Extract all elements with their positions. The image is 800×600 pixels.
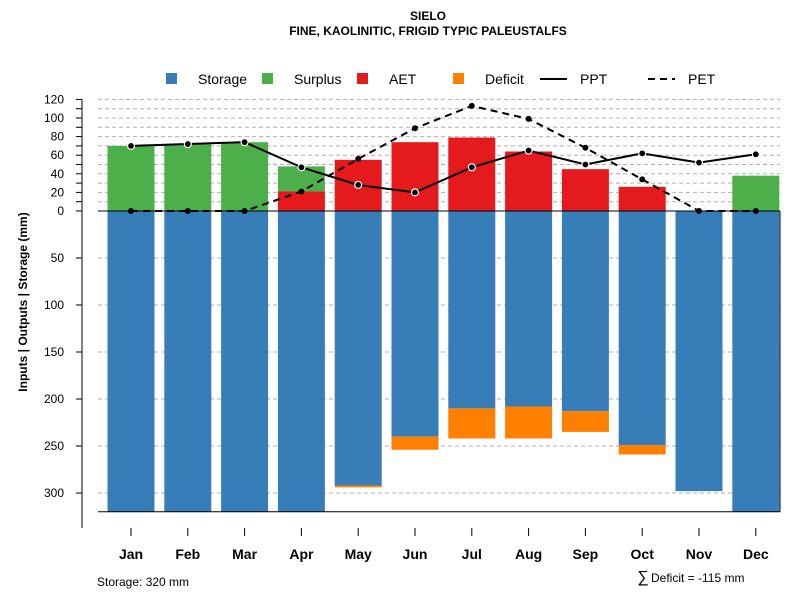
storage-bar [164,211,212,512]
legend-swatch [262,73,273,84]
x-tick-label: Sep [573,546,599,562]
legend-label: PPT [580,71,608,87]
deficit-bar [334,485,382,488]
surplus-bar [164,144,212,211]
x-tick-label: Apr [289,546,314,562]
legend-label: Storage [198,71,247,87]
bars-group [107,137,780,512]
ppt-point [581,160,590,169]
surplus-bar [107,145,155,211]
ppt-point [240,138,249,147]
ppt-point [126,141,136,150]
storage-bar [221,211,269,512]
x-tick-label: Jun [403,546,428,562]
storage-bar [618,211,666,446]
y-tick-label: 60 [51,148,65,162]
legend-label: Surplus [294,71,341,87]
y-tick-label: 100 [44,298,64,312]
y-tick-label: 40 [51,167,65,181]
storage-bar [675,211,723,492]
aet-bar [561,169,609,211]
ppt-line [130,141,756,194]
storage-bar [107,211,155,512]
ppt-point [524,146,533,155]
y-tick-label: 20 [51,185,65,199]
y-tick-label: 250 [44,439,64,453]
storage-bar [732,211,780,512]
ppt-point [638,149,647,158]
ppt-point [694,158,704,167]
aet-bar [505,151,553,211]
y-tick-label: 120 [44,92,64,106]
x-tick-label: Jul [462,546,482,562]
aet-bar [391,142,439,211]
pet-point [412,125,418,132]
x-tick-label: Feb [175,546,200,562]
ppt-point [751,150,760,159]
pet-point [355,155,362,162]
x-tick-label: Jan [119,546,143,562]
pet-point [298,188,305,195]
chart-legend: Storage Surplus AET Deficit PPT PET [166,71,716,87]
pet-point [525,115,532,122]
storage-bar [448,211,496,409]
x-tick-label: Oct [631,546,655,562]
y-tick-label: 80 [51,130,65,144]
deficit-bar [391,436,439,450]
y-tick-label: 0 [57,204,64,218]
deficit-bar [505,406,553,439]
ppt-point [183,139,192,149]
storage-bar [505,211,553,407]
surplus-bar [732,175,780,211]
y-tick-label: 50 [51,251,65,265]
x-tick-label: May [345,546,372,562]
y-tick-label: 300 [44,486,64,500]
grid-lines [98,98,780,494]
pet-point [639,176,646,183]
y-tick-label: 200 [44,392,64,406]
y-axis-label: Inputs | Outputs | Storage (mm) [16,212,30,391]
deficit-bar [561,411,609,432]
storage-bar [561,211,609,412]
aet-bar [618,186,666,211]
deficit-sum-icon: ∑ [637,569,648,586]
ppt-point [354,180,363,190]
legend-label: PET [688,71,716,87]
surplus-bar [221,142,269,211]
deficit-bar [448,408,496,439]
axes-group: 0 20 40 60 80 100 120 50 100 150 200 250 300 Jan Feb Ma… [44,92,781,562]
chart-title: SIELO [410,9,446,23]
y-tick-label: 150 [44,345,64,359]
storage-footer: Storage: 320 mm [97,575,189,589]
pet-point [468,102,475,109]
x-tick-label: Nov [686,546,713,562]
legend-swatch [453,73,464,84]
x-tick-label: Aug [515,546,542,562]
legend-swatch [166,73,177,84]
x-tick-label: Mar [232,546,257,562]
storage-bar [277,211,325,512]
storage-bar [334,211,382,486]
legend-label: AET [389,71,417,87]
legend-swatch [357,73,368,84]
deficit-footer: Deficit = -115 mm [651,571,744,585]
storage-bar [391,211,439,437]
ppt-point [297,163,306,172]
pet-point [582,144,589,151]
ppt-point [467,163,476,172]
ppt-point [410,188,420,197]
y-tick-label: 100 [44,111,64,125]
legend-label: Deficit [485,71,524,87]
chart-subtitle: FINE, KAOLINITIC, FRIGID TYPIC PALEUSTAL… [289,24,567,38]
deficit-bar [618,445,666,455]
x-tick-label: Dec [743,546,769,562]
